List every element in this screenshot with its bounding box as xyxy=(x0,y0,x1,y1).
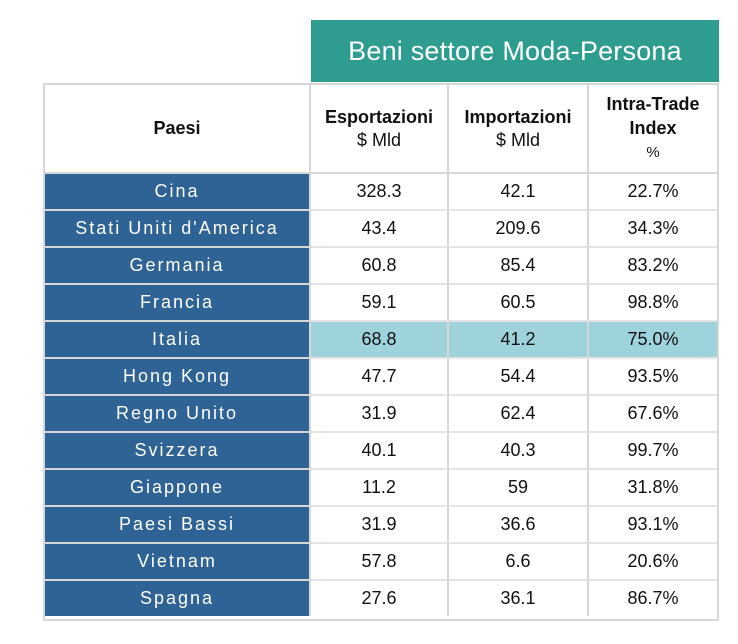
table-row: Germania 60.8 85.4 83.2% xyxy=(45,248,717,285)
country-cell: Francia xyxy=(45,285,311,322)
export-cell: 27.6 xyxy=(311,581,449,616)
export-cell: 328.3 xyxy=(311,174,449,211)
table-title: Beni settore Moda-Persona xyxy=(311,20,719,82)
country-cell: Vietnam xyxy=(45,544,311,581)
header-iti-label: Intra-Trade Index xyxy=(606,94,700,138)
table-row: Cina 328.3 42.1 22.7% xyxy=(45,174,717,211)
import-cell: 59 xyxy=(449,470,589,507)
iti-cell: 34.3% xyxy=(589,211,717,248)
iti-cell: 20.6% xyxy=(589,544,717,581)
export-cell: 40.1 xyxy=(311,433,449,470)
country-cell: Germania xyxy=(45,248,311,285)
country-cell: Paesi Bassi xyxy=(45,507,311,544)
import-cell: 85.4 xyxy=(449,248,589,285)
import-cell: 62.4 xyxy=(449,396,589,433)
table-row: Spagna 27.6 36.1 86.7% xyxy=(45,581,717,616)
country-cell: Regno Unito xyxy=(45,396,311,433)
iti-cell: 99.7% xyxy=(589,433,717,470)
header-esportazioni: Esportazioni $ Mld xyxy=(311,85,449,174)
table-row: Giappone 11.2 59 31.8% xyxy=(45,470,717,507)
iti-cell: 93.1% xyxy=(589,507,717,544)
header-paesi-label: Paesi xyxy=(153,118,201,139)
table-row: Francia 59.1 60.5 98.8% xyxy=(45,285,717,322)
export-cell: 31.9 xyxy=(311,507,449,544)
import-cell: 40.3 xyxy=(449,433,589,470)
header-importazioni-label: Importazioni xyxy=(464,107,572,127)
export-cell: 47.7 xyxy=(311,359,449,396)
import-cell: 209.6 xyxy=(449,211,589,248)
export-cell: 68.8 xyxy=(311,322,449,359)
import-cell: 6.6 xyxy=(449,544,589,581)
iti-cell: 98.8% xyxy=(589,285,717,322)
iti-cell: 75.0% xyxy=(589,322,717,359)
export-cell: 11.2 xyxy=(311,470,449,507)
import-cell: 36.6 xyxy=(449,507,589,544)
import-cell: 60.5 xyxy=(449,285,589,322)
country-cell: Hong Kong xyxy=(45,359,311,396)
trade-table-container: Paesi Esportazioni $ Mld Importazioni $ … xyxy=(43,83,719,621)
table-row: Paesi Bassi 31.9 36.6 93.1% xyxy=(45,507,717,544)
import-cell: 36.1 xyxy=(449,581,589,616)
import-cell: 41.2 xyxy=(449,322,589,359)
export-cell: 59.1 xyxy=(311,285,449,322)
table-row: Hong Kong 47.7 54.4 93.5% xyxy=(45,359,717,396)
header-esportazioni-label: Esportazioni xyxy=(324,107,433,127)
iti-cell: 67.6% xyxy=(589,396,717,433)
header-importazioni: Importazioni $ Mld xyxy=(449,85,589,174)
export-cell: 43.4 xyxy=(311,211,449,248)
import-cell: 54.4 xyxy=(449,359,589,396)
country-cell: Spagna xyxy=(45,581,311,616)
country-cell: Italia xyxy=(45,322,311,359)
table-row: Stati Uniti d'America 43.4 209.6 34.3% xyxy=(45,211,717,248)
header-importazioni-unit: $ Mld xyxy=(495,129,540,150)
country-cell: Svizzera xyxy=(45,433,311,470)
export-cell: 57.8 xyxy=(311,544,449,581)
iti-cell: 83.2% xyxy=(589,248,717,285)
header-iti-unit: % xyxy=(646,144,660,162)
iti-cell: 86.7% xyxy=(589,581,717,616)
trade-table: Paesi Esportazioni $ Mld Importazioni $ … xyxy=(45,85,717,616)
table-row: Regno Unito 31.9 62.4 67.6% xyxy=(45,396,717,433)
iti-cell: 31.8% xyxy=(589,470,717,507)
country-cell: Stati Uniti d'America xyxy=(45,211,311,248)
country-cell: Cina xyxy=(45,174,311,211)
table-row: Vietnam 57.8 6.6 20.6% xyxy=(45,544,717,581)
iti-cell: 93.5% xyxy=(589,359,717,396)
header-paesi: Paesi xyxy=(45,85,311,174)
header-row: Paesi Esportazioni $ Mld Importazioni $ … xyxy=(45,85,717,174)
import-cell: 42.1 xyxy=(449,174,589,211)
table-body: Cina 328.3 42.1 22.7% Stati Uniti d'America 4… xyxy=(45,174,717,616)
export-cell: 60.8 xyxy=(311,248,449,285)
country-cell: Giappone xyxy=(45,470,311,507)
header-esportazioni-unit: $ Mld xyxy=(356,129,401,150)
header-intra-trade-index: Intra-Trade Index % xyxy=(589,85,717,174)
iti-cell: 22.7% xyxy=(589,174,717,211)
table-row: Svizzera 40.1 40.3 99.7% xyxy=(45,433,717,470)
export-cell: 31.9 xyxy=(311,396,449,433)
table-row: Italia 68.8 41.2 75.0% xyxy=(45,322,717,359)
